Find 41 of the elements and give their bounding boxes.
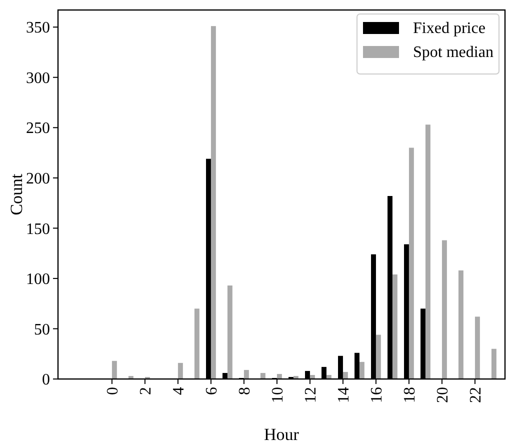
x-tick-label: 2 bbox=[138, 387, 155, 395]
bar bbox=[491, 348, 496, 379]
bar bbox=[194, 308, 200, 379]
bar bbox=[112, 360, 117, 379]
y-tick-label: 150 bbox=[26, 220, 50, 238]
y-tick-label: 200 bbox=[26, 170, 50, 188]
bar bbox=[244, 370, 249, 379]
y-axis-title: Count bbox=[7, 173, 26, 216]
bar bbox=[408, 148, 414, 379]
x-tick-label: 20 bbox=[434, 387, 452, 403]
x-tick-label: 8 bbox=[236, 387, 254, 395]
x-tick-label: 14 bbox=[336, 387, 353, 403]
bar bbox=[227, 285, 232, 379]
bar bbox=[376, 334, 381, 379]
bar bbox=[458, 270, 464, 379]
bar bbox=[260, 372, 266, 379]
legend-label: Spot median bbox=[413, 44, 494, 61]
bar bbox=[425, 124, 430, 379]
bar bbox=[210, 26, 216, 379]
bar bbox=[392, 274, 398, 379]
bar bbox=[178, 362, 183, 379]
bar bbox=[474, 316, 480, 379]
x-tick-label: 10 bbox=[270, 387, 287, 403]
x-tick-label: 18 bbox=[402, 387, 419, 403]
x-tick-label: 4 bbox=[170, 387, 188, 395]
x-tick-label: 22 bbox=[468, 387, 485, 403]
x-axis-title: Hour bbox=[264, 425, 300, 444]
bar bbox=[276, 374, 282, 379]
y-tick-label: 50 bbox=[34, 321, 50, 338]
bar bbox=[342, 372, 348, 379]
x-tick-label: 12 bbox=[302, 387, 320, 403]
y-tick-label: 300 bbox=[26, 70, 50, 87]
bar bbox=[442, 240, 447, 379]
x-tick-label: 6 bbox=[204, 387, 221, 395]
y-tick-label: 100 bbox=[26, 271, 50, 288]
x-tick-label: 0 bbox=[104, 387, 122, 395]
legend-label: Fixed price bbox=[413, 20, 486, 37]
bar bbox=[359, 362, 364, 379]
x-tick-label: 16 bbox=[368, 387, 386, 403]
y-tick-label: 350 bbox=[26, 20, 50, 37]
y-tick-label: 250 bbox=[26, 120, 50, 138]
